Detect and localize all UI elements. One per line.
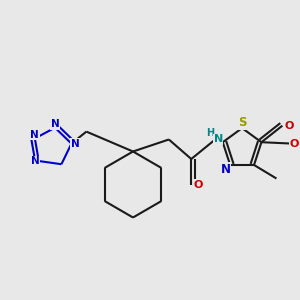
Text: N: N xyxy=(31,130,39,140)
Text: N: N xyxy=(31,156,40,166)
Text: H: H xyxy=(206,128,214,138)
Text: N: N xyxy=(51,119,59,129)
Text: S: S xyxy=(238,116,246,129)
Text: O: O xyxy=(193,179,203,190)
Text: N: N xyxy=(214,134,223,145)
Text: O: O xyxy=(290,139,299,149)
Text: N: N xyxy=(70,139,80,148)
Text: O: O xyxy=(284,121,294,131)
Text: N: N xyxy=(221,163,231,176)
